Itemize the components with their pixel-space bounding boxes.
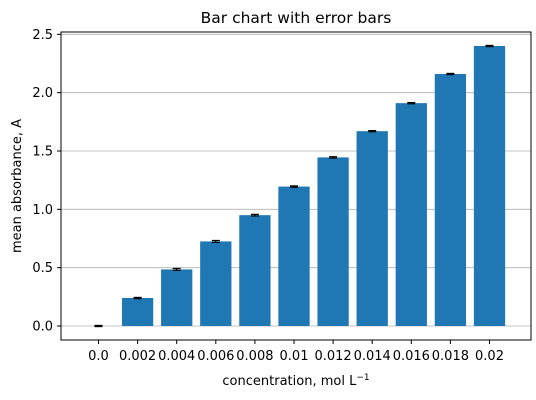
bar	[317, 157, 349, 326]
bars	[121, 46, 506, 327]
plot-frame	[60, 31, 532, 341]
x-tick-label: 0.02	[475, 349, 504, 364]
x-tick-label: 0.014	[354, 349, 391, 364]
x-tick-label: 0.012	[314, 349, 351, 364]
y-axis-label: mean absorbance, A	[10, 119, 25, 253]
y-tick-label: 1.0	[32, 203, 53, 218]
error-bar	[94, 324, 103, 328]
x-axis-label-superscript: −1	[356, 373, 369, 383]
error-bar	[211, 239, 220, 243]
error-bars	[94, 44, 494, 328]
bar	[121, 298, 154, 326]
y-tick-label: 2.0	[32, 86, 53, 101]
bar	[434, 74, 467, 326]
error-bar	[133, 296, 142, 300]
bar	[161, 269, 193, 326]
bar	[356, 131, 388, 326]
error-bar	[172, 267, 181, 271]
bar	[473, 46, 506, 326]
x-axis: 0.0 0.002 0.004 0.006 0.008 0.01 0.012 0.014 0.0…	[88, 340, 504, 364]
chart-title: Bar chart with error bars	[201, 9, 392, 27]
bar	[395, 103, 427, 327]
x-tick-label: 0.006	[197, 349, 234, 364]
x-tick-label: 0.01	[280, 349, 309, 364]
y-tick-label: 0.0	[32, 320, 53, 335]
x-axis-label-text: concentration, mol L	[222, 374, 357, 389]
y-tick-label: 0.5	[32, 261, 53, 276]
y-tick-label: 2.5	[32, 28, 53, 43]
bar	[200, 241, 232, 326]
error-bar	[290, 185, 298, 188]
error-bar	[446, 72, 455, 76]
error-bar	[329, 156, 338, 159]
bar	[278, 186, 310, 326]
x-tick-label: 0.008	[236, 349, 273, 364]
x-tick-label: 0.018	[432, 349, 469, 364]
y-axis: 0.0 0.5 1.0 1.5 2.0 2.5	[32, 28, 61, 335]
error-bar	[485, 44, 494, 48]
x-tick-label: 0.0	[88, 349, 109, 364]
x-tick-label: 0.002	[119, 349, 156, 364]
bar	[239, 215, 271, 326]
error-bar	[368, 129, 377, 133]
error-bar	[250, 213, 259, 217]
x-tick-label: 0.016	[393, 349, 430, 364]
error-bar	[407, 101, 416, 105]
y-tick-label: 1.5	[32, 145, 53, 160]
x-tick-label: 0.004	[158, 349, 195, 364]
x-axis-label: concentration, mol L−1	[222, 373, 369, 389]
